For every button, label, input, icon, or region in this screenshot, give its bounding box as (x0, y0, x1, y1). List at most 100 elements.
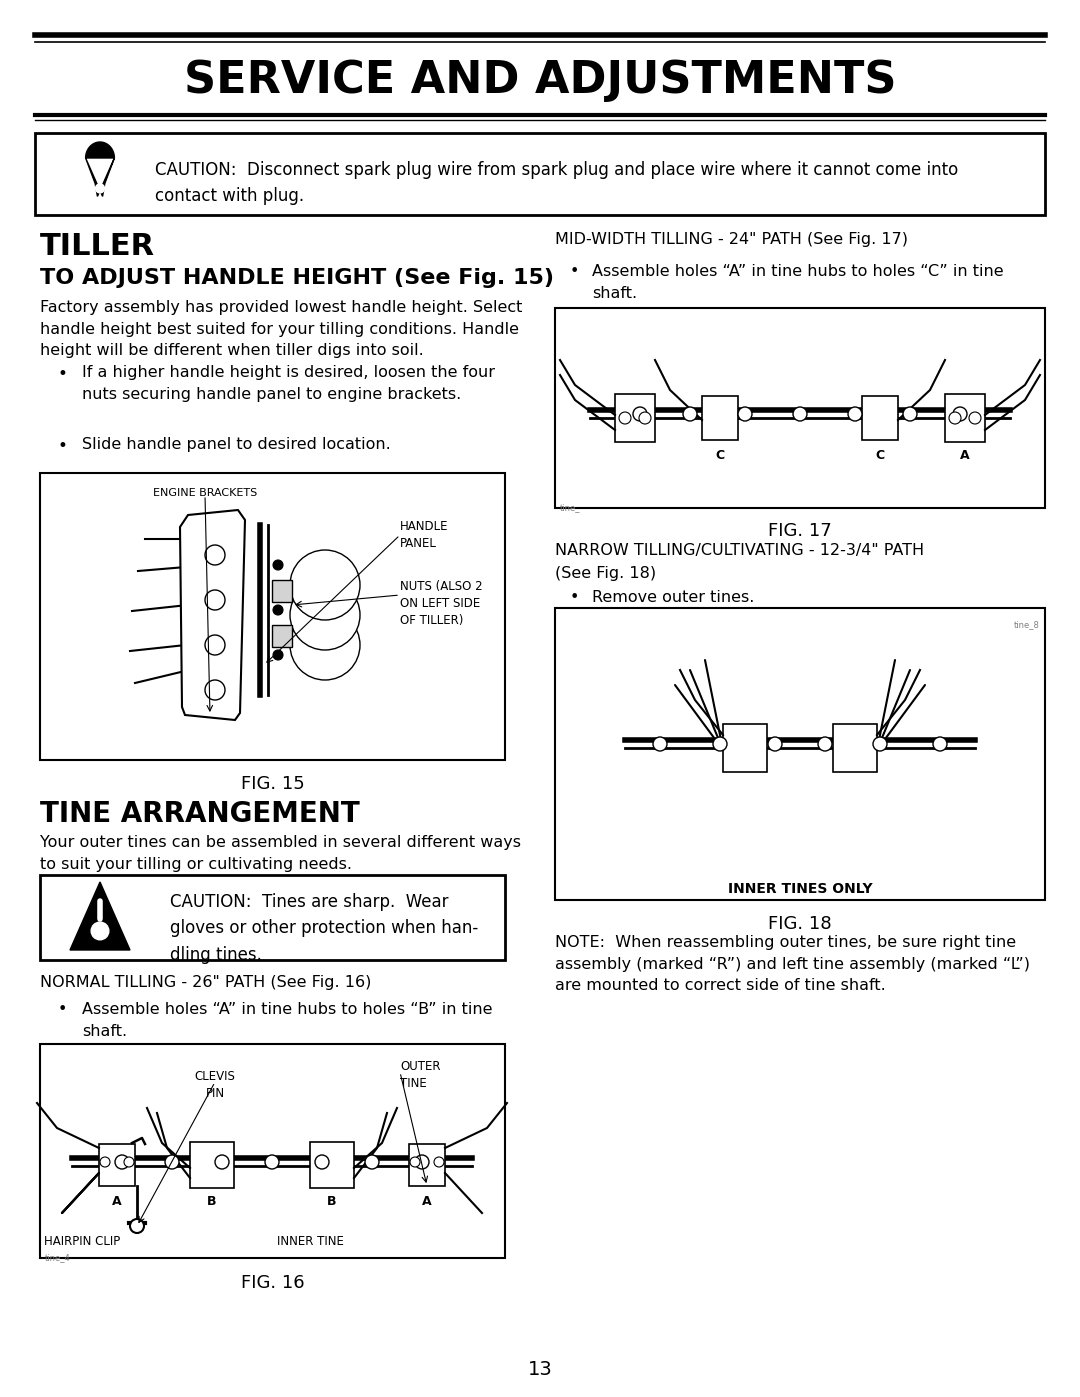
Text: NORMAL TILLING - 26" PATH (See Fig. 16): NORMAL TILLING - 26" PATH (See Fig. 16) (40, 975, 372, 990)
Text: •: • (58, 437, 68, 455)
Polygon shape (70, 882, 130, 950)
Text: CLEVIS
PIN: CLEVIS PIN (194, 1070, 235, 1099)
Text: B: B (327, 1194, 337, 1208)
Text: Assemble holes “A” in tine hubs to holes “C” in tine
shaft.: Assemble holes “A” in tine hubs to holes… (592, 264, 1003, 300)
Text: Slide handle panel to desired location.: Slide handle panel to desired location. (82, 437, 391, 453)
Circle shape (365, 1155, 379, 1169)
Text: A: A (960, 448, 970, 462)
Circle shape (633, 407, 647, 420)
Text: FIG. 18: FIG. 18 (768, 915, 832, 933)
Circle shape (639, 412, 651, 425)
Circle shape (205, 680, 225, 700)
Bar (862, 395, 897, 440)
Text: MID-WIDTH TILLING - 24" PATH (See Fig. 17): MID-WIDTH TILLING - 24" PATH (See Fig. 1… (555, 232, 908, 247)
Text: Remove outer tines.: Remove outer tines. (592, 590, 754, 605)
Circle shape (738, 407, 752, 420)
Circle shape (91, 922, 109, 940)
Text: Your outer tines can be assembled in several different ways
to suit your tilling: Your outer tines can be assembled in sev… (40, 835, 521, 872)
Text: B: B (207, 1194, 217, 1208)
Circle shape (619, 412, 631, 425)
Circle shape (124, 1157, 134, 1166)
Text: C: C (715, 448, 725, 462)
Circle shape (969, 412, 981, 425)
Text: NOTE:  When reassembling outer tines, be sure right tine
assembly (marked “R”) a: NOTE: When reassembling outer tines, be … (555, 935, 1030, 993)
Text: •: • (58, 474, 68, 490)
Bar (833, 724, 877, 773)
Circle shape (933, 738, 947, 752)
Text: A: A (422, 1194, 432, 1208)
Text: •: • (58, 365, 68, 383)
Circle shape (410, 1157, 420, 1166)
Circle shape (949, 412, 961, 425)
Bar (40, 1044, 505, 1259)
Text: tine_4: tine_4 (45, 1253, 71, 1261)
Circle shape (873, 738, 887, 752)
Text: tine_: tine_ (561, 503, 581, 511)
Circle shape (683, 407, 697, 420)
Bar (555, 608, 1045, 900)
Circle shape (713, 738, 727, 752)
Bar (40, 474, 505, 760)
Text: (See Fig. 18): (See Fig. 18) (555, 566, 657, 581)
Text: Assemble holes “A” in tine hubs to holes “B” in tine
shaft.: Assemble holes “A” in tine hubs to holes… (82, 1002, 492, 1038)
Circle shape (291, 580, 360, 650)
Text: TINE ARRANGEMENT: TINE ARRANGEMENT (40, 800, 360, 828)
Text: CAUTION:  Disconnect spark plug wire from spark plug and place wire where it can: CAUTION: Disconnect spark plug wire from… (156, 161, 958, 205)
Text: INNER TINES ONLY: INNER TINES ONLY (728, 882, 873, 895)
Circle shape (273, 605, 283, 615)
Polygon shape (85, 142, 114, 197)
Text: SERVICE AND ADJUSTMENTS: SERVICE AND ADJUSTMENTS (184, 59, 896, 102)
Text: INNER TINE: INNER TINE (276, 1235, 343, 1248)
Circle shape (434, 1157, 444, 1166)
Circle shape (273, 560, 283, 570)
Text: •: • (570, 264, 579, 279)
Text: tine_8: tine_8 (1014, 620, 1040, 629)
Text: •: • (570, 590, 579, 605)
Circle shape (291, 550, 360, 620)
Text: If a higher handle height is desired, loosen the four
nuts securing handle panel: If a higher handle height is desired, lo… (82, 365, 495, 401)
Text: 13: 13 (528, 1361, 552, 1379)
Circle shape (205, 590, 225, 610)
Circle shape (100, 1157, 110, 1166)
Text: A: A (112, 1194, 122, 1208)
Text: NUTS (ALSO 2
ON LEFT SIDE
OF TILLER): NUTS (ALSO 2 ON LEFT SIDE OF TILLER) (400, 580, 483, 627)
Bar (272, 624, 292, 647)
Text: C: C (876, 448, 885, 462)
Text: HANDLE
PANEL: HANDLE PANEL (400, 520, 448, 550)
Bar (99, 1144, 135, 1186)
Circle shape (205, 636, 225, 655)
Bar (35, 133, 1045, 215)
Text: •: • (58, 1002, 67, 1017)
Bar (723, 724, 767, 773)
Circle shape (768, 738, 782, 752)
Text: Factory assembly has provided lowest handle height. Select
handle height best su: Factory assembly has provided lowest han… (40, 300, 523, 358)
Text: FIG. 16: FIG. 16 (241, 1274, 305, 1292)
Bar (615, 394, 654, 441)
Bar (702, 395, 738, 440)
Text: CAUTION:  Tines are sharp.  Wear
gloves or other protection when han-
dling tine: CAUTION: Tines are sharp. Wear gloves or… (170, 893, 478, 964)
Text: NARROW TILLING/CULTIVATING - 12-3/4" PATH: NARROW TILLING/CULTIVATING - 12-3/4" PAT… (555, 543, 924, 557)
Circle shape (114, 1155, 129, 1169)
Bar (409, 1144, 445, 1186)
Bar (40, 875, 505, 960)
Circle shape (818, 738, 832, 752)
Circle shape (130, 1220, 144, 1234)
Text: HAIRPIN CLIP: HAIRPIN CLIP (44, 1235, 120, 1248)
Circle shape (315, 1155, 329, 1169)
Bar (310, 1141, 354, 1187)
Text: Tighten the four nuts securely.: Tighten the four nuts securely. (82, 474, 327, 488)
Circle shape (953, 407, 967, 420)
Text: FIG. 17: FIG. 17 (768, 522, 832, 541)
Bar (190, 1141, 234, 1187)
Bar (945, 394, 985, 441)
Circle shape (903, 407, 917, 420)
Text: OUTER
TINE: OUTER TINE (400, 1060, 441, 1090)
Circle shape (205, 545, 225, 564)
Circle shape (265, 1155, 279, 1169)
Circle shape (415, 1155, 429, 1169)
Circle shape (848, 407, 862, 420)
Text: ENGINE BRACKETS: ENGINE BRACKETS (153, 488, 257, 497)
Circle shape (95, 184, 105, 193)
Circle shape (215, 1155, 229, 1169)
Text: TILLER: TILLER (40, 232, 156, 261)
